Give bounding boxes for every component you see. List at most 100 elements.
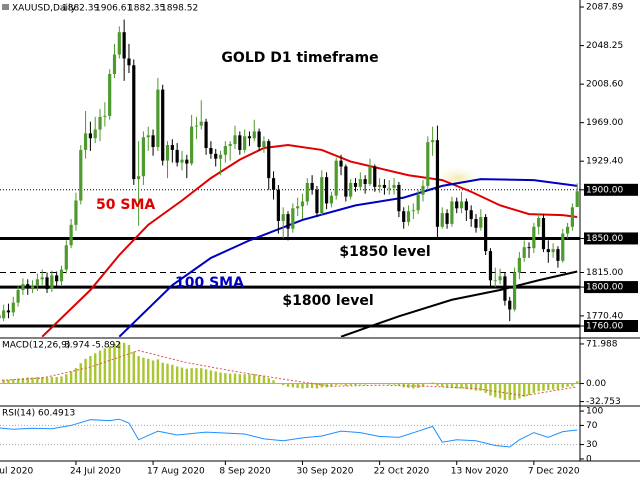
y-tick-label: 1900.00 [586, 185, 623, 195]
macd-bar [248, 374, 251, 384]
macd-bar [320, 383, 323, 388]
macd-bar [359, 383, 362, 385]
macd-bar [50, 376, 54, 384]
macd-bar [291, 383, 295, 388]
macd-bar [137, 356, 140, 384]
candle-body [296, 206, 300, 209]
candle-body [546, 249, 550, 253]
candle-body [79, 149, 83, 201]
macd-bar [547, 383, 550, 391]
candle-body [185, 159, 189, 164]
candle-body [378, 184, 382, 187]
candle-body [291, 208, 295, 229]
candle-body [161, 89, 165, 161]
candle-body [122, 32, 126, 59]
macd-bar [161, 362, 164, 384]
macd-bar [392, 383, 396, 385]
candle-body [194, 125, 199, 127]
candle-body [204, 121, 208, 148]
macd-bar [339, 383, 343, 385]
macd-bar [41, 376, 44, 384]
candle-body [353, 182, 358, 187]
candle-body [474, 218, 478, 228]
macd-bar [60, 376, 63, 384]
macd-bar [171, 364, 174, 384]
candle-body [271, 178, 276, 190]
candle-body [517, 257, 521, 273]
y-tick-label: 1815.00 [586, 268, 623, 278]
candle-body [6, 310, 11, 313]
candle-body [132, 65, 136, 180]
candle-body [228, 144, 232, 147]
candle-body [45, 277, 49, 290]
macd-bar [426, 383, 429, 385]
macd-bar [310, 383, 314, 388]
macd-bar [286, 383, 290, 387]
macd-bar [561, 383, 564, 388]
candle-body [570, 207, 574, 227]
candle-body [11, 302, 15, 313]
macd-bar [513, 383, 516, 401]
candle-body [445, 213, 449, 224]
candle-body [440, 213, 444, 227]
candle-body [209, 147, 213, 154]
candle-body [199, 121, 203, 126]
macd-bar [98, 350, 102, 384]
macd-bar [523, 383, 526, 397]
chart-title: GOLD D1 timeframe [221, 50, 378, 66]
y-tick-label: 1929.40 [586, 157, 623, 167]
candle-body [392, 184, 396, 188]
macd-bar [354, 383, 357, 386]
x-tick-label: 1 Jul 2020 [0, 467, 33, 477]
candle-body [243, 136, 247, 150]
candle-body [464, 201, 468, 211]
macd-bar [16, 378, 20, 384]
rsi-title: RSI(14) [2, 409, 35, 419]
candle-body [334, 160, 338, 196]
macd-bar [460, 383, 463, 389]
macd-bar [142, 357, 145, 384]
macd-bar [55, 376, 58, 384]
candle-body [137, 176, 141, 180]
candle-body [397, 184, 401, 212]
macd-bar [296, 383, 299, 388]
macd-bar [349, 383, 352, 386]
macd-bar [253, 374, 256, 384]
macd-bar [103, 348, 107, 384]
candle-body [315, 189, 319, 214]
macd-bar [12, 379, 15, 384]
candle-body [310, 182, 314, 190]
candle-body [455, 201, 459, 209]
x-tick-label: 8 Sep 2020 [219, 467, 271, 477]
candle-body [320, 177, 324, 214]
macd-bar [21, 378, 25, 384]
candle-body [532, 226, 536, 249]
series-label: 100 SMA [175, 275, 244, 291]
header: XAUUSD,Daily 1882.39 1906.61 1882.35 189… [2, 4, 198, 14]
macd-bar [368, 383, 372, 385]
macd-bar [214, 371, 217, 384]
macd-bar [363, 383, 367, 385]
ohlc-high: 1906.61 [95, 4, 132, 14]
price-label-box [584, 320, 638, 333]
candle-body [165, 145, 170, 161]
candle-body [382, 184, 387, 188]
x-tick-label: 30 Sep 2020 [296, 467, 353, 477]
rsi-value: 60.4913 [38, 409, 75, 419]
y-tick-label: 1800.00 [586, 283, 623, 293]
macd-bar [180, 367, 184, 384]
candle-body [262, 141, 266, 147]
y-tick-label: 2048.25 [586, 41, 623, 51]
x-tick-label: 17 Aug 2020 [147, 467, 205, 477]
x-tick-label: 13 Nov 2020 [451, 467, 509, 477]
candle-body [488, 251, 493, 281]
macd-bar [498, 383, 502, 399]
price-panel [0, 19, 580, 337]
candle-body [329, 195, 333, 204]
sma-line [41, 144, 578, 337]
candle-body [551, 249, 555, 253]
candle-body [484, 217, 488, 252]
x-tick-label: 24 Jul 2020 [70, 467, 121, 477]
